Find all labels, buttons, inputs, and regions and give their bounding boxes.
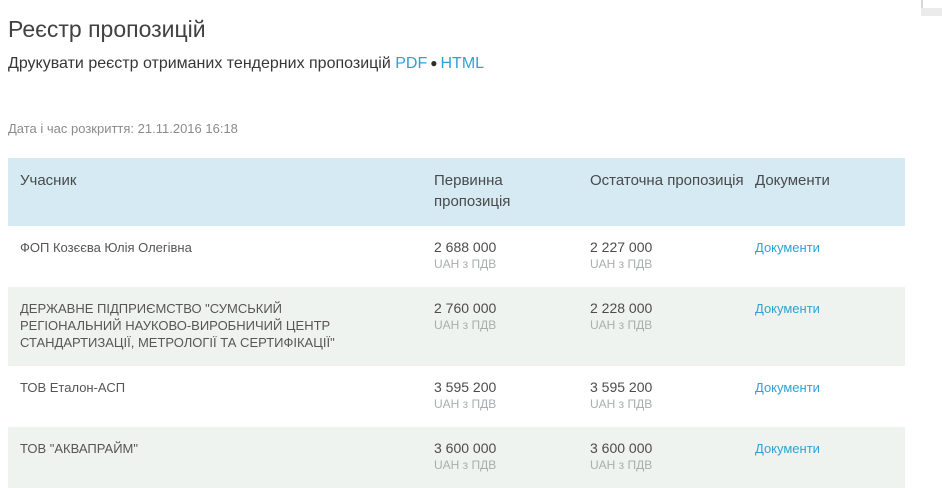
participant-name: ФОП Козєєва Юлія Олегівна — [20, 240, 192, 255]
print-line: Друкувати реєстр отриманих тендерних про… — [8, 52, 942, 75]
participant-name: ТОВ Еталон-АСП — [20, 380, 126, 395]
proposals-table: Учасник Первинна пропозиція Остаточна пр… — [8, 158, 905, 488]
currency-note: UAH з ПДВ — [434, 458, 497, 472]
disclosure-datetime: 21.11.2016 16:18 — [137, 121, 238, 136]
column-header-final-proposal: Остаточна пропозиція — [590, 172, 744, 189]
documents-link[interactable]: Документи — [755, 240, 820, 255]
table-row: ТОВ "АКВАПРАЙМ" 3 600 000 UAH з ПДВ 3 60… — [8, 427, 905, 488]
documents-link[interactable]: Документи — [755, 441, 820, 456]
final-proposal-amount: 2 228 000 — [590, 300, 653, 316]
participant-name: ДЕРЖАВНЕ ПІДПРИЄМСТВО "СУМСЬКИЙ РЕГІОНАЛ… — [20, 301, 335, 350]
currency-note: UAH з ПДВ — [590, 458, 653, 472]
disclosure-line: Дата і час розкриття: 21.11.2016 16:18 — [8, 121, 942, 136]
bullet-separator: ● — [430, 56, 438, 70]
initial-proposal-amount: 3 595 200 — [434, 379, 497, 395]
currency-note: UAH з ПДВ — [434, 257, 497, 271]
final-proposal-cell: 2 227 000 UAH з ПДВ — [590, 226, 755, 287]
table-row: ТОВ Еталон-АСП 3 595 200 UAH з ПДВ 3 595… — [8, 366, 905, 427]
initial-proposal-amount: 2 760 000 — [434, 300, 497, 316]
currency-note: UAH з ПДВ — [590, 318, 653, 332]
documents-cell: Документи — [755, 226, 905, 287]
scrollbar-fragment-line — [921, 0, 923, 10]
table-header-row: Учасник Первинна пропозиція Остаточна пр… — [8, 158, 905, 226]
initial-proposal-cell: 2 760 000 UAH з ПДВ — [434, 287, 590, 366]
initial-proposal-amount: 2 688 000 — [434, 239, 497, 255]
scrollbar-fragment[interactable] — [921, 8, 942, 16]
final-proposal-cell: 3 600 000 UAH з ПДВ — [590, 427, 755, 488]
currency-note: UAH з ПДВ — [434, 318, 497, 332]
final-proposal-amount: 3 600 000 — [590, 440, 653, 456]
pdf-link[interactable]: PDF — [395, 55, 428, 72]
final-proposal-cell: 3 595 200 UAH з ПДВ — [590, 366, 755, 427]
initial-proposal-amount: 3 600 000 — [434, 440, 497, 456]
column-header-documents: Документи — [755, 172, 830, 189]
column-header-participant: Учасник — [20, 172, 77, 189]
currency-note: UAH з ПДВ — [590, 397, 653, 411]
table-row: ФОП Козєєва Юлія Олегівна 2 688 000 UAH … — [8, 226, 905, 287]
documents-cell: Документи — [755, 427, 905, 488]
table-row: ДЕРЖАВНЕ ПІДПРИЄМСТВО "СУМСЬКИЙ РЕГІОНАЛ… — [8, 287, 905, 366]
currency-note: UAH з ПДВ — [434, 397, 497, 411]
final-proposal-amount: 2 227 000 — [590, 239, 653, 255]
print-label: Друкувати реєстр отриманих тендерних про… — [8, 55, 391, 72]
page-title: Реєстр пропозицій — [8, 16, 206, 42]
currency-note: UAH з ПДВ — [590, 257, 653, 271]
participant-name: ТОВ "АКВАПРАЙМ" — [20, 441, 138, 456]
disclosure-label: Дата і час розкриття: — [8, 121, 135, 136]
documents-cell: Документи — [755, 287, 905, 366]
initial-proposal-cell: 3 595 200 UAH з ПДВ — [434, 366, 590, 427]
html-link[interactable]: HTML — [440, 55, 485, 72]
documents-link[interactable]: Документи — [755, 380, 820, 395]
column-header-initial-proposal: Первинна пропозиція — [434, 172, 511, 210]
final-proposal-cell: 2 228 000 UAH з ПДВ — [590, 287, 755, 366]
final-proposal-amount: 3 595 200 — [590, 379, 653, 395]
documents-link[interactable]: Документи — [755, 301, 820, 316]
initial-proposal-cell: 3 600 000 UAH з ПДВ — [434, 427, 590, 488]
initial-proposal-cell: 2 688 000 UAH з ПДВ — [434, 226, 590, 287]
documents-cell: Документи — [755, 366, 905, 427]
